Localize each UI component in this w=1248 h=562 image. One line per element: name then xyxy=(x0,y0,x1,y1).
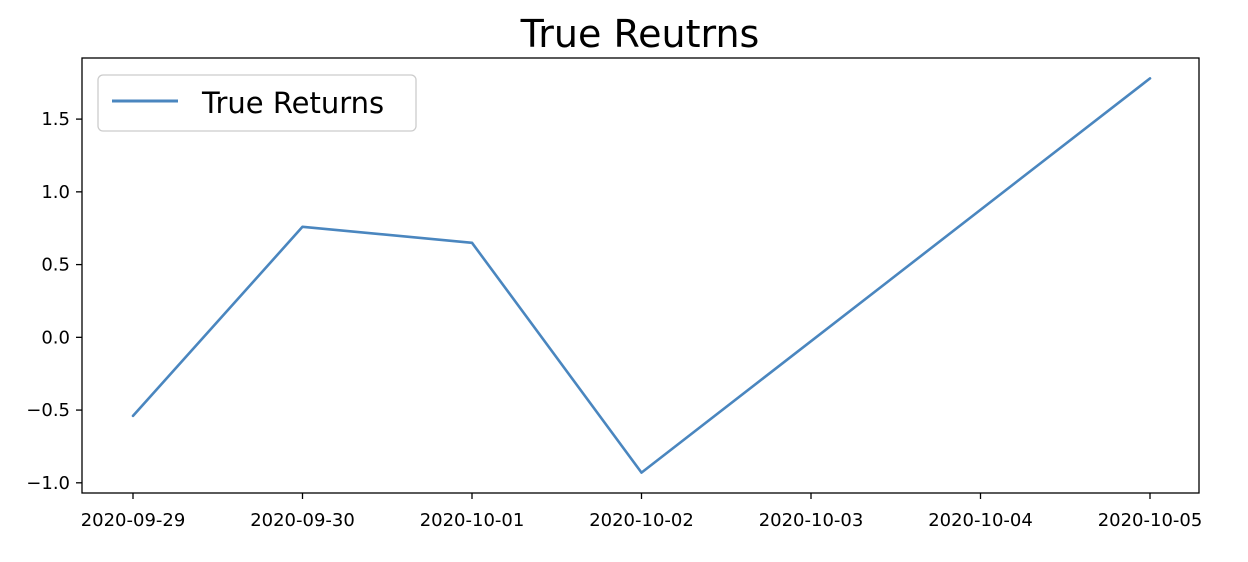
legend-label-true-returns: True Returns xyxy=(201,86,384,120)
y-tick-label: 0.0 xyxy=(41,327,70,348)
x-tick-label: 2020-10-05 xyxy=(1098,510,1203,531)
chart-title: True Reutrns xyxy=(520,12,760,56)
x-tick-label: 2020-09-30 xyxy=(250,510,355,531)
x-tick-label: 2020-09-29 xyxy=(81,510,186,531)
x-tick-label: 2020-10-03 xyxy=(759,510,864,531)
y-axis: −1.0 −0.5 0.0 0.5 1.0 1.5 xyxy=(26,109,82,494)
x-tick-label: 2020-10-01 xyxy=(420,510,525,531)
series-line-true-returns xyxy=(131,77,1152,474)
legend: True Returns xyxy=(97,74,417,132)
y-tick-label: 1.5 xyxy=(41,109,70,130)
plot-area-frame xyxy=(81,57,1200,494)
y-tick-label: −1.0 xyxy=(26,473,70,494)
legend-box xyxy=(97,74,417,132)
y-tick-label: 0.5 xyxy=(41,255,70,276)
series-layer xyxy=(131,77,1152,474)
y-tick-label: 1.0 xyxy=(41,182,70,203)
y-tick-label: −0.5 xyxy=(26,400,70,421)
x-tick-label: 2020-10-04 xyxy=(928,510,1033,531)
x-axis: 2020-09-29 2020-09-30 2020-10-01 2020-10-02… xyxy=(81,493,1203,531)
x-tick-label: 2020-10-02 xyxy=(589,510,694,531)
